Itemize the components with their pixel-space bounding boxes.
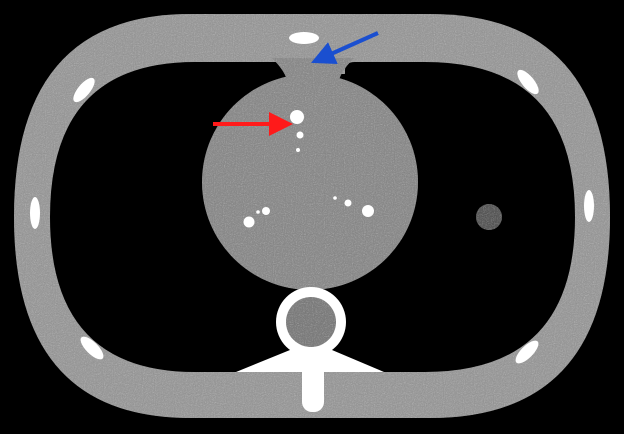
right-insert-small <box>344 199 352 207</box>
tiny-insert <box>296 148 300 152</box>
right-insert-large <box>362 205 374 217</box>
right-insert-tiny <box>333 196 337 200</box>
rib-marker-right <box>584 190 594 222</box>
rib-marker-top <box>289 32 319 44</box>
small-insert <box>296 131 304 139</box>
spine-core <box>286 297 336 347</box>
blue-arrow-icon <box>311 31 379 65</box>
vessel-insert <box>290 110 304 124</box>
rib-marker-lower-left <box>80 336 104 360</box>
rib-marker-left <box>30 197 40 229</box>
lung-lesion <box>476 204 502 230</box>
central-body <box>202 74 418 290</box>
left-insert-small <box>262 207 270 215</box>
left-insert-tiny <box>256 210 260 214</box>
left-insert-large <box>243 216 255 228</box>
rib-marker-upper-left <box>73 77 95 103</box>
rib-marker-lower-right <box>515 340 539 364</box>
spine-stem <box>302 350 324 412</box>
rib-marker-upper-right <box>517 69 539 95</box>
